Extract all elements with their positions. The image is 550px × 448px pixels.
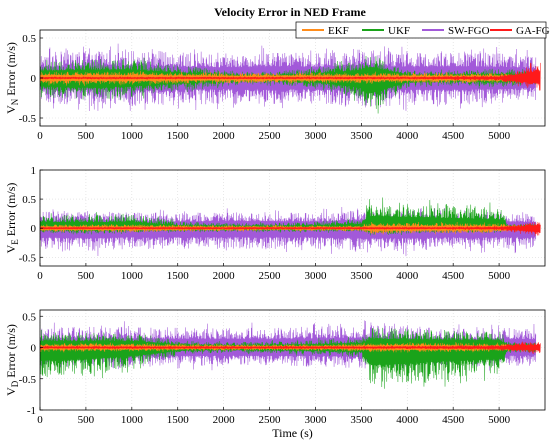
series-line-ga-fgo — [40, 62, 541, 91]
x-tick-label-6: 3000 — [304, 414, 327, 426]
chart-panel-2: 0 500 1000 1500 2000 2500 3000 3500 4000 4500 5000… — [4, 309, 546, 440]
x-tick-label-0: 0 — [37, 414, 43, 426]
chart-panel-0: 0 500 1000 1500 2000 2500 3000 3500 4000 4500 5000… — [4, 29, 546, 142]
x-axis-label: Time (s) — [272, 426, 313, 440]
x-tick-label-7: 3500 — [350, 414, 373, 426]
y-axis-label-main: V — [4, 105, 18, 114]
x-tick-label-4: 2000 — [213, 414, 236, 426]
x-tick-label-10: 5000 — [488, 270, 511, 282]
x-tick-label-7: 3500 — [350, 130, 373, 142]
legend-box — [295, 21, 547, 39]
x-tick-label-9: 4500 — [442, 414, 465, 426]
y-axis-label-sub: D — [10, 380, 20, 387]
y-tick-label-1: -0.5 — [19, 374, 37, 386]
x-tick-label-3: 1500 — [167, 130, 190, 142]
y-axis-label-main: V — [4, 244, 18, 253]
y-tick-label-0: -1 — [27, 405, 36, 417]
axes-frame — [39, 309, 546, 411]
x-tick-label-8: 4000 — [396, 414, 419, 426]
panels: 0 500 1000 1500 2000 2500 3000 3500 4000 4500 5000… — [4, 29, 546, 440]
x-tick-label-6: 3000 — [304, 130, 327, 142]
x-tick-label-1: 500 — [78, 414, 95, 426]
x-tick-label-0: 0 — [37, 270, 43, 282]
x-tick-label-4: 2000 — [213, 270, 236, 282]
figure-title: Velocity Error in NED Frame — [214, 5, 366, 19]
legend-label-sw-fgo: SW-FGO — [448, 25, 490, 37]
axes-frame — [39, 169, 546, 267]
y-axis-label-sub: E — [10, 239, 20, 245]
y-tick-label-1: 0 — [31, 223, 37, 235]
y-axis-label-rest: Error (m/s) — [4, 42, 18, 99]
x-tick-label-5: 2500 — [259, 270, 282, 282]
x-tick-label-8: 4000 — [396, 130, 419, 142]
x-tick-label-4: 2000 — [213, 130, 236, 142]
x-tick-label-2: 1000 — [121, 414, 144, 426]
y-tick-label-2: 0.5 — [22, 33, 36, 45]
legend-label-ekf: EKF — [328, 25, 349, 37]
x-tick-label-7: 3500 — [350, 270, 373, 282]
y-tick-label-0: -0.5 — [19, 113, 37, 125]
y-axis-label: VN Error (m/s) — [4, 42, 20, 114]
series-line-ukf — [40, 327, 537, 389]
y-axis-label-main: V — [4, 387, 18, 396]
legend: EKF UKF SW-FGO GA-FGO — [295, 21, 550, 39]
series-group — [40, 320, 541, 389]
x-tick-label-3: 1500 — [167, 414, 190, 426]
x-tick-label-2: 1000 — [121, 130, 144, 142]
y-tick-label-3: 0.5 — [22, 311, 36, 323]
x-tick-label-0: 0 — [37, 130, 43, 142]
x-tick-label-8: 4000 — [396, 270, 419, 282]
x-tick-label-3: 1500 — [167, 270, 190, 282]
x-tick-label-10: 5000 — [488, 414, 511, 426]
y-tick-label-1: 0 — [31, 73, 37, 85]
y-axis-label: VD Error (m/s) — [4, 324, 20, 396]
x-tick-label-1: 500 — [78, 270, 95, 282]
series-line-ga-fgo — [40, 341, 541, 355]
legend-label-ga-fgo: GA-FGO — [516, 25, 550, 37]
legend-label-ukf: UKF — [388, 25, 410, 37]
series-group — [40, 197, 541, 257]
x-tick-label-1: 500 — [78, 130, 95, 142]
series-line-ga-fgo — [40, 221, 541, 236]
x-tick-label-9: 4500 — [442, 270, 465, 282]
x-tick-label-6: 3000 — [304, 270, 327, 282]
series-line-ekf — [40, 70, 537, 86]
y-axis-label-sub: N — [10, 98, 20, 105]
y-axis-label-rest: Error (m/s) — [4, 183, 18, 240]
x-tick-label-10: 5000 — [488, 130, 511, 142]
chart-panel-1: 0 500 1000 1500 2000 2500 3000 3500 4000 4500 5000… — [4, 165, 546, 282]
y-axis-label: VE Error (m/s) — [4, 183, 20, 254]
x-tick-label-5: 2500 — [259, 130, 282, 142]
y-tick-label-3: 1 — [31, 165, 37, 177]
y-axis-label-rest: Error (m/s) — [4, 324, 18, 381]
series-group — [40, 43, 541, 114]
x-tick-label-5: 2500 — [259, 414, 282, 426]
x-tick-label-2: 1000 — [121, 270, 144, 282]
y-tick-label-2: 0.5 — [22, 194, 36, 206]
x-tick-label-9: 4500 — [442, 130, 465, 142]
y-tick-label-2: 0 — [31, 343, 37, 355]
series-line-sw-fgo — [40, 207, 537, 257]
y-tick-label-0: -0.5 — [19, 252, 37, 264]
